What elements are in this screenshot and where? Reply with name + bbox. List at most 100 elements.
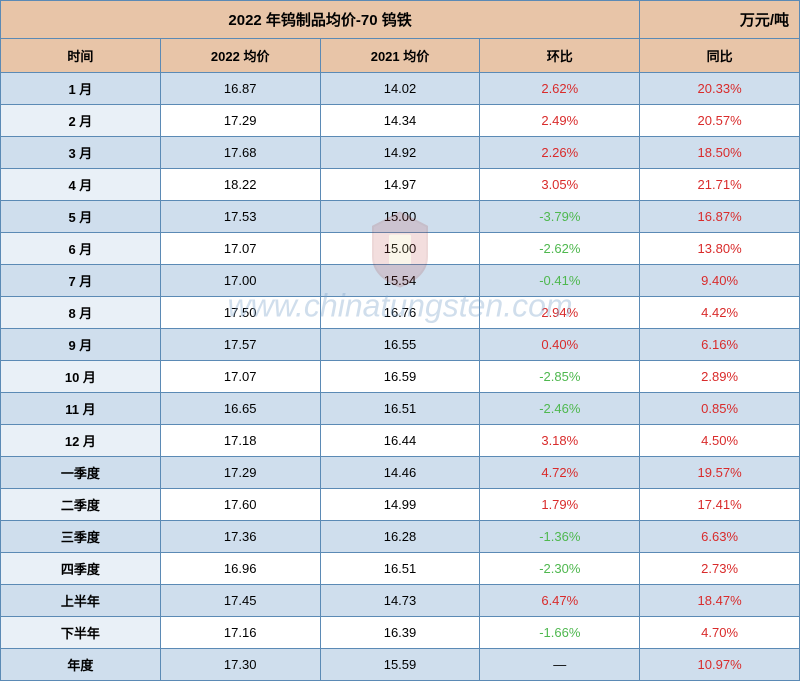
cell-avg2021: 16.51 xyxy=(320,393,480,425)
cell-yoy: 2.89% xyxy=(640,361,800,393)
cell-avg2022: 17.60 xyxy=(160,489,320,521)
cell-time: 6 月 xyxy=(1,233,161,265)
cell-yoy: 6.16% xyxy=(640,329,800,361)
col-header-2021: 2021 均价 xyxy=(320,39,480,73)
cell-time: 四季度 xyxy=(1,553,161,585)
cell-avg2021: 14.92 xyxy=(320,137,480,169)
cell-time: 2 月 xyxy=(1,105,161,137)
cell-avg2022: 17.53 xyxy=(160,201,320,233)
cell-yoy: 17.41% xyxy=(640,489,800,521)
cell-avg2021: 16.76 xyxy=(320,297,480,329)
cell-time: 3 月 xyxy=(1,137,161,169)
cell-mom: -0.41% xyxy=(480,265,640,297)
cell-avg2022: 17.16 xyxy=(160,617,320,649)
cell-avg2021: 14.99 xyxy=(320,489,480,521)
cell-time: 12 月 xyxy=(1,425,161,457)
price-table: 2022 年钨制品均价-70 钨铁 万元/吨 时间 2022 均价 2021 均… xyxy=(0,0,800,681)
cell-avg2022: 17.00 xyxy=(160,265,320,297)
cell-yoy: 16.87% xyxy=(640,201,800,233)
cell-avg2022: 16.65 xyxy=(160,393,320,425)
col-header-yoy: 同比 xyxy=(640,39,800,73)
cell-time: 10 月 xyxy=(1,361,161,393)
cell-yoy: 20.57% xyxy=(640,105,800,137)
cell-avg2021: 14.02 xyxy=(320,73,480,105)
cell-mom: 2.26% xyxy=(480,137,640,169)
header-row: 时间 2022 均价 2021 均价 环比 同比 xyxy=(1,39,800,73)
cell-mom: 3.05% xyxy=(480,169,640,201)
table-title: 2022 年钨制品均价-70 钨铁 xyxy=(1,1,640,39)
col-header-mom: 环比 xyxy=(480,39,640,73)
cell-avg2021: 16.28 xyxy=(320,521,480,553)
cell-avg2022: 17.18 xyxy=(160,425,320,457)
table-row: 7 月17.0015.54-0.41%9.40% xyxy=(1,265,800,297)
title-row: 2022 年钨制品均价-70 钨铁 万元/吨 xyxy=(1,1,800,39)
cell-avg2021: 16.39 xyxy=(320,617,480,649)
cell-time: 二季度 xyxy=(1,489,161,521)
cell-time: 年度 xyxy=(1,649,161,681)
cell-avg2022: 17.29 xyxy=(160,457,320,489)
cell-yoy: 13.80% xyxy=(640,233,800,265)
cell-mom: -1.66% xyxy=(480,617,640,649)
table-row: 年度17.3015.59—10.97% xyxy=(1,649,800,681)
cell-avg2021: 14.46 xyxy=(320,457,480,489)
cell-yoy: 4.42% xyxy=(640,297,800,329)
cell-avg2021: 15.59 xyxy=(320,649,480,681)
cell-avg2021: 16.59 xyxy=(320,361,480,393)
cell-avg2022: 17.50 xyxy=(160,297,320,329)
cell-time: 11 月 xyxy=(1,393,161,425)
cell-yoy: 2.73% xyxy=(640,553,800,585)
table-row: 10 月17.0716.59-2.85%2.89% xyxy=(1,361,800,393)
cell-yoy: 4.70% xyxy=(640,617,800,649)
cell-yoy: 0.85% xyxy=(640,393,800,425)
table-row: 11 月16.6516.51-2.46%0.85% xyxy=(1,393,800,425)
cell-mom: -2.85% xyxy=(480,361,640,393)
table-row: 1 月16.8714.022.62%20.33% xyxy=(1,73,800,105)
table-row: 6 月17.0715.00-2.62%13.80% xyxy=(1,233,800,265)
table-row: 四季度16.9616.51-2.30%2.73% xyxy=(1,553,800,585)
table-row: 一季度17.2914.464.72%19.57% xyxy=(1,457,800,489)
cell-time: 下半年 xyxy=(1,617,161,649)
cell-time: 三季度 xyxy=(1,521,161,553)
cell-yoy: 6.63% xyxy=(640,521,800,553)
unit-label: 万元/吨 xyxy=(640,1,800,39)
table-body: 1 月16.8714.022.62%20.33%2 月17.2914.342.4… xyxy=(1,73,800,681)
table-row: 12 月17.1816.443.18%4.50% xyxy=(1,425,800,457)
cell-time: 8 月 xyxy=(1,297,161,329)
table-row: 2 月17.2914.342.49%20.57% xyxy=(1,105,800,137)
cell-time: 7 月 xyxy=(1,265,161,297)
cell-mom: 0.40% xyxy=(480,329,640,361)
col-header-2022: 2022 均价 xyxy=(160,39,320,73)
cell-yoy: 21.71% xyxy=(640,169,800,201)
cell-time: 一季度 xyxy=(1,457,161,489)
cell-avg2021: 14.73 xyxy=(320,585,480,617)
cell-avg2021: 15.00 xyxy=(320,201,480,233)
col-header-time: 时间 xyxy=(1,39,161,73)
cell-avg2022: 18.22 xyxy=(160,169,320,201)
cell-yoy: 20.33% xyxy=(640,73,800,105)
cell-avg2021: 15.54 xyxy=(320,265,480,297)
table-row: 4 月18.2214.973.05%21.71% xyxy=(1,169,800,201)
cell-mom: -1.36% xyxy=(480,521,640,553)
table-row: 5 月17.5315.00-3.79%16.87% xyxy=(1,201,800,233)
cell-avg2022: 17.68 xyxy=(160,137,320,169)
cell-avg2022: 16.96 xyxy=(160,553,320,585)
cell-avg2022: 17.07 xyxy=(160,361,320,393)
table-row: 3 月17.6814.922.26%18.50% xyxy=(1,137,800,169)
cell-mom: 4.72% xyxy=(480,457,640,489)
cell-time: 1 月 xyxy=(1,73,161,105)
table-row: 上半年17.4514.736.47%18.47% xyxy=(1,585,800,617)
cell-avg2022: 17.36 xyxy=(160,521,320,553)
cell-avg2021: 16.55 xyxy=(320,329,480,361)
cell-time: 9 月 xyxy=(1,329,161,361)
table-row: 8 月17.5016.762.94%4.42% xyxy=(1,297,800,329)
cell-avg2021: 16.44 xyxy=(320,425,480,457)
cell-mom: 2.62% xyxy=(480,73,640,105)
cell-mom: -2.46% xyxy=(480,393,640,425)
cell-avg2022: 17.45 xyxy=(160,585,320,617)
cell-mom: -3.79% xyxy=(480,201,640,233)
cell-yoy: 18.50% xyxy=(640,137,800,169)
cell-mom: 6.47% xyxy=(480,585,640,617)
cell-time: 4 月 xyxy=(1,169,161,201)
cell-mom: -2.30% xyxy=(480,553,640,585)
cell-mom: 2.94% xyxy=(480,297,640,329)
